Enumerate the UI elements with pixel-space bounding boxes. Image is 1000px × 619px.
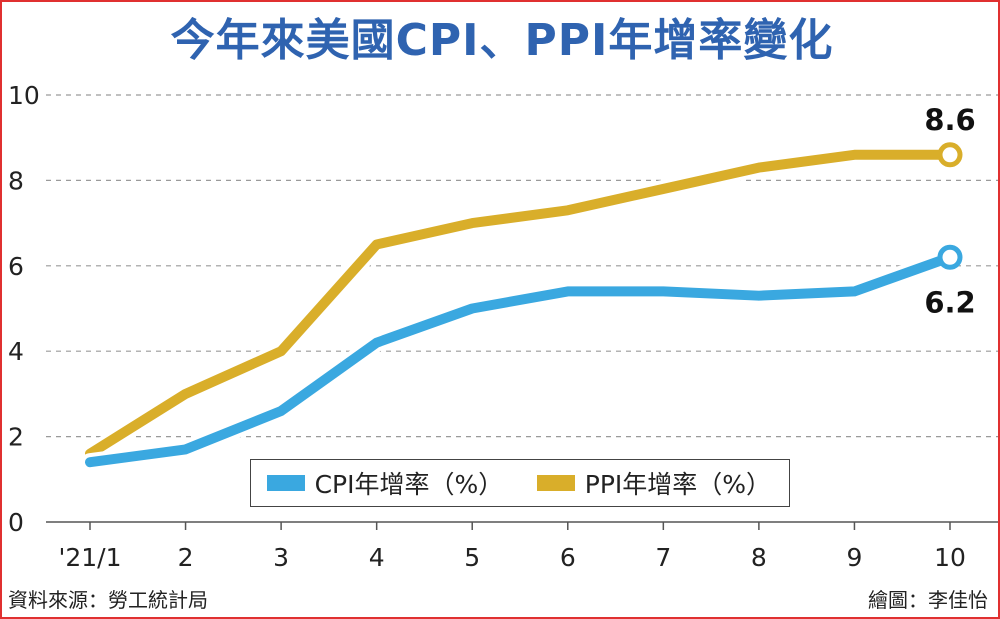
x-tick-label: 7 — [655, 543, 671, 572]
y-tick-label: 10 — [8, 81, 40, 110]
chart-title: 今年來美國CPI、PPI年增率變化 — [170, 15, 834, 66]
end-marker-ppi — [937, 142, 963, 168]
legend-label-cpi: CPI年增率（%） — [314, 470, 504, 499]
series-line-ppi — [85, 149, 955, 459]
x-tick-label: 3 — [273, 543, 289, 572]
data-source: 資料來源：勞工統計局 — [8, 588, 208, 612]
legend-label-ppi: PPI年增率（%） — [584, 470, 772, 499]
x-tick-label: '21/1 — [58, 543, 121, 572]
y-tick-label: 6 — [8, 252, 24, 281]
data-label-ppi: 8.6 — [924, 103, 975, 137]
legend-item-cpi: CPI年增率（%） — [267, 465, 504, 501]
x-tick-label: 8 — [751, 543, 767, 572]
y-tick-label: 4 — [8, 337, 24, 366]
y-tick-label: 0 — [8, 508, 24, 537]
x-tick-label: 6 — [560, 543, 576, 572]
legend-swatch-ppi — [537, 475, 575, 491]
x-tick-label: 10 — [934, 543, 966, 572]
y-tick-label: 2 — [8, 423, 24, 452]
y-tick-label: 8 — [8, 166, 24, 195]
data-label-cpi: 6.2 — [924, 285, 975, 319]
legend-swatch-cpi — [267, 475, 305, 491]
legend: CPI年增率（%） PPI年增率（%） — [250, 459, 790, 507]
series-line-cpi — [85, 252, 955, 468]
x-tick-label: 5 — [464, 543, 480, 572]
x-tick-label: 9 — [846, 543, 862, 572]
x-tick-label: 2 — [178, 543, 194, 572]
x-tick-label: 4 — [369, 543, 385, 572]
graphic-credit: 繪圖：李佳怡 — [868, 588, 988, 612]
legend-item-ppi: PPI年增率（%） — [537, 465, 772, 501]
end-marker-cpi — [937, 244, 963, 270]
